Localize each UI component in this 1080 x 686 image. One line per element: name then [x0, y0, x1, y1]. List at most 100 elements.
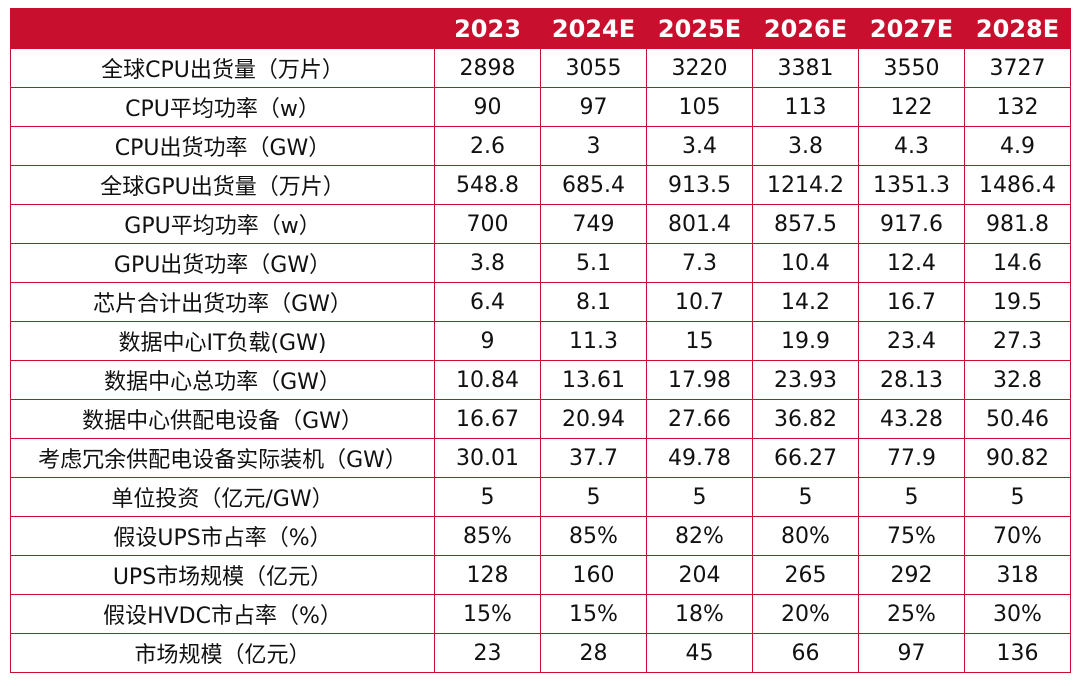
- table-cell: 857.5: [752, 204, 859, 244]
- table-cell: 105: [646, 87, 753, 127]
- table-cell: 30.01: [434, 438, 541, 478]
- row-label: 市场规模（亿元）: [10, 633, 435, 673]
- table-cell: 132: [964, 87, 1071, 127]
- table-cell: 5: [646, 477, 753, 517]
- table-cell: 10.7: [646, 282, 753, 322]
- table-cell: 3220: [646, 48, 753, 88]
- table-cell: 15: [646, 321, 753, 361]
- row-label: 芯片合计出货功率（GW）: [10, 282, 435, 322]
- table-cell: 981.8: [964, 204, 1071, 244]
- table-cell: 97: [540, 87, 647, 127]
- table-cell: 917.6: [858, 204, 965, 244]
- table-cell: 16.7: [858, 282, 965, 322]
- table-cell: 13.61: [540, 360, 647, 400]
- table-row: UPS市场规模（亿元） 128 160 204 265 292 318: [10, 555, 1071, 595]
- header-blank-cell: [10, 8, 435, 49]
- row-label: UPS市场规模（亿元）: [10, 555, 435, 595]
- table-cell: 1214.2: [752, 165, 859, 205]
- table-cell: 45: [646, 633, 753, 673]
- table-cell: 10.84: [434, 360, 541, 400]
- table-cell: 265: [752, 555, 859, 595]
- column-header: 2027E: [858, 8, 965, 49]
- table-cell: 204: [646, 555, 753, 595]
- table-cell: 43.28: [858, 399, 965, 439]
- row-label: CPU平均功率（w）: [10, 87, 435, 127]
- table-body: 全球CPU出货量（万片） 2898 3055 3220 3381 3550 3727 CPU平…: [10, 48, 1071, 673]
- table-cell: 8.1: [540, 282, 647, 322]
- table-cell: 30%: [964, 594, 1071, 634]
- column-header: 2028E: [964, 8, 1071, 49]
- table-cell: 17.98: [646, 360, 753, 400]
- table-cell: 685.4: [540, 165, 647, 205]
- table-cell: 292: [858, 555, 965, 595]
- table-cell: 66: [752, 633, 859, 673]
- table-cell: 700: [434, 204, 541, 244]
- table-cell: 27.66: [646, 399, 753, 439]
- table-cell: 548.8: [434, 165, 541, 205]
- table-cell: 19.9: [752, 321, 859, 361]
- table-cell: 3727: [964, 48, 1071, 88]
- table-row: 全球CPU出货量（万片） 2898 3055 3220 3381 3550 3727: [10, 48, 1071, 88]
- table-cell: 15%: [540, 594, 647, 634]
- table-row: 假设UPS市占率（%） 85% 85% 82% 80% 75% 70%: [10, 516, 1071, 556]
- table-cell: 3055: [540, 48, 647, 88]
- row-label: 数据中心供配电设备（GW）: [10, 399, 435, 439]
- row-label: GPU出货功率（GW）: [10, 243, 435, 283]
- table-cell: 20.94: [540, 399, 647, 439]
- table-cell: 4.3: [858, 126, 965, 166]
- table-cell: 5.1: [540, 243, 647, 283]
- table-row: CPU平均功率（w） 90 97 105 113 122 132: [10, 87, 1071, 127]
- table-row: GPU出货功率（GW） 3.8 5.1 7.3 10.4 12.4 14.6: [10, 243, 1071, 283]
- column-header: 2024E: [540, 8, 647, 49]
- table-row: 市场规模（亿元） 23 28 45 66 97 136: [10, 633, 1071, 673]
- table-cell: 25%: [858, 594, 965, 634]
- table-cell: 913.5: [646, 165, 753, 205]
- table-cell: 14.2: [752, 282, 859, 322]
- table-cell: 82%: [646, 516, 753, 556]
- column-header: 2026E: [752, 8, 859, 49]
- table-row: 单位投资（亿元/GW） 5 5 5 5 5 5: [10, 477, 1071, 517]
- table-cell: 23: [434, 633, 541, 673]
- forecast-table: 2023 2024E 2025E 2026E 2027E 2028E 全球CPU…: [10, 8, 1071, 673]
- table-cell: 749: [540, 204, 647, 244]
- row-label: 假设UPS市占率（%）: [10, 516, 435, 556]
- table-cell: 23.93: [752, 360, 859, 400]
- table-cell: 32.8: [964, 360, 1071, 400]
- table-cell: 3.8: [752, 126, 859, 166]
- table-cell: 318: [964, 555, 1071, 595]
- table-row: 全球GPU出货量（万片） 548.8 685.4 913.5 1214.2 1351.3 1…: [10, 165, 1071, 205]
- table-row: 数据中心IT负载(GW) 9 11.3 15 19.9 23.4 27.3: [10, 321, 1071, 361]
- table-cell: 20%: [752, 594, 859, 634]
- table-cell: 5: [540, 477, 647, 517]
- table-cell: 12.4: [858, 243, 965, 283]
- table-cell: 77.9: [858, 438, 965, 478]
- table-header: 2023 2024E 2025E 2026E 2027E 2028E: [10, 8, 1071, 49]
- table-cell: 122: [858, 87, 965, 127]
- table-cell: 18%: [646, 594, 753, 634]
- table-cell: 66.27: [752, 438, 859, 478]
- table-cell: 90: [434, 87, 541, 127]
- table-cell: 3.4: [646, 126, 753, 166]
- row-label: 数据中心总功率（GW）: [10, 360, 435, 400]
- table-cell: 9: [434, 321, 541, 361]
- table-cell: 5: [858, 477, 965, 517]
- row-label: 全球GPU出货量（万片）: [10, 165, 435, 205]
- table-cell: 3550: [858, 48, 965, 88]
- table-cell: 50.46: [964, 399, 1071, 439]
- table-cell: 3381: [752, 48, 859, 88]
- table-cell: 70%: [964, 516, 1071, 556]
- table-cell: 136: [964, 633, 1071, 673]
- table-cell: 5: [434, 477, 541, 517]
- row-label: 假设HVDC市占率（%）: [10, 594, 435, 634]
- table-cell: 2.6: [434, 126, 541, 166]
- table-cell: 11.3: [540, 321, 647, 361]
- table-cell: 5: [964, 477, 1071, 517]
- table-cell: 5: [752, 477, 859, 517]
- column-header: 2025E: [646, 8, 753, 49]
- table-row: 数据中心总功率（GW） 10.84 13.61 17.98 23.93 28.13 32.8: [10, 360, 1071, 400]
- table-cell: 23.4: [858, 321, 965, 361]
- table-cell: 27.3: [964, 321, 1071, 361]
- table-cell: 1351.3: [858, 165, 965, 205]
- table-cell: 7.3: [646, 243, 753, 283]
